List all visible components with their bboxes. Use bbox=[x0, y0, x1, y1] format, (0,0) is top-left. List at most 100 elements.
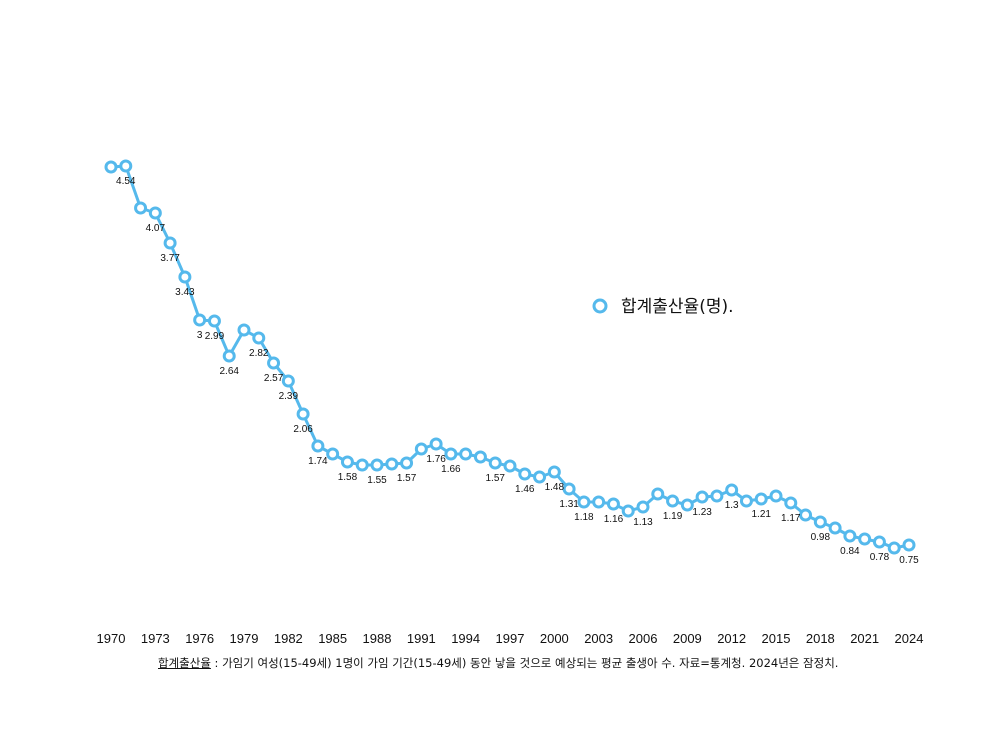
data-label-1976: 3 bbox=[197, 330, 203, 341]
data-label-2020: 0.84 bbox=[840, 546, 860, 557]
x-tick-label-2021: 2021 bbox=[850, 631, 879, 646]
data-point-2010 bbox=[695, 490, 709, 504]
x-tick-label-2018: 2018 bbox=[806, 631, 835, 646]
data-label-1986: 1.58 bbox=[338, 472, 358, 483]
data-label-1977: 2.99 bbox=[205, 331, 225, 342]
data-label-1996: 1.57 bbox=[485, 473, 505, 484]
data-point-1974 bbox=[163, 236, 177, 250]
data-point-1987 bbox=[355, 458, 369, 472]
data-label-1981: 2.57 bbox=[264, 373, 284, 384]
x-tick-label-2009: 2009 bbox=[673, 631, 702, 646]
data-label-1973: 4.07 bbox=[146, 223, 166, 234]
data-label-1975: 3.43 bbox=[175, 287, 195, 298]
data-point-2023 bbox=[887, 541, 901, 555]
data-label-2024: 0.75 bbox=[899, 555, 919, 566]
data-label-2016: 1.17 bbox=[781, 513, 801, 524]
data-point-2003 bbox=[592, 495, 606, 509]
data-labels: 4.54 4.07 3.77 3.43 3 2.99 2.64 2.82 2.57 2.39 2.0… bbox=[116, 176, 919, 566]
data-point-1970 bbox=[104, 160, 118, 174]
data-label-1978: 2.64 bbox=[219, 366, 239, 377]
x-tick-label-2003: 2003 bbox=[584, 631, 613, 646]
data-point-1975 bbox=[178, 270, 192, 284]
x-tick-label-1985: 1985 bbox=[318, 631, 347, 646]
data-label-2014: 1.21 bbox=[751, 509, 771, 520]
data-point-2009 bbox=[680, 498, 694, 512]
data-point-2022 bbox=[872, 535, 886, 549]
data-point-2014 bbox=[754, 492, 768, 506]
data-point-1991 bbox=[414, 442, 428, 456]
x-tick-label-1976: 1976 bbox=[185, 631, 214, 646]
data-point-2006 bbox=[636, 500, 650, 514]
data-point-1978 bbox=[222, 349, 236, 363]
data-point-1990 bbox=[400, 456, 414, 470]
data-label-2004: 1.16 bbox=[604, 514, 624, 525]
data-point-2017 bbox=[799, 508, 813, 522]
data-point-1980 bbox=[252, 331, 266, 345]
data-label-2022: 0.78 bbox=[870, 552, 890, 563]
data-label-2018: 0.98 bbox=[811, 532, 831, 543]
data-point-2002 bbox=[577, 495, 591, 509]
data-label-2006: 1.13 bbox=[633, 517, 653, 528]
data-label-1988: 1.55 bbox=[367, 475, 387, 486]
data-point-2024 bbox=[902, 538, 916, 552]
x-tick-label-1973: 1973 bbox=[141, 631, 170, 646]
x-tick-label-2015: 2015 bbox=[762, 631, 791, 646]
data-point-1992 bbox=[429, 437, 443, 451]
legend-label: 합계출산율(명). bbox=[621, 297, 734, 317]
data-label-2010: 1.23 bbox=[692, 507, 712, 518]
data-label-1990: 1.57 bbox=[397, 473, 417, 484]
data-point-1997 bbox=[503, 459, 517, 473]
x-tick-label-2012: 2012 bbox=[717, 631, 746, 646]
data-point-1976 bbox=[193, 313, 207, 327]
data-point-1996 bbox=[488, 456, 502, 470]
x-tick-label-1997: 1997 bbox=[496, 631, 525, 646]
data-point-1993 bbox=[444, 447, 458, 461]
data-point-1979 bbox=[237, 323, 251, 337]
data-label-1992: 1.76 bbox=[426, 454, 446, 465]
data-point-1981 bbox=[267, 356, 281, 370]
data-label-1983: 2.06 bbox=[293, 424, 313, 435]
data-label-2008: 1.19 bbox=[663, 511, 683, 522]
data-point-2015 bbox=[769, 489, 783, 503]
data-point-1973 bbox=[148, 206, 162, 220]
x-tick-label-2000: 2000 bbox=[540, 631, 569, 646]
legend-marker-icon bbox=[592, 298, 608, 314]
data-point-2021 bbox=[858, 532, 872, 546]
data-label-1982: 2.39 bbox=[279, 391, 299, 402]
data-point-1988 bbox=[370, 458, 384, 472]
data-point-1972 bbox=[134, 201, 148, 215]
data-point-1985 bbox=[326, 447, 340, 461]
x-tick-label-2024: 2024 bbox=[895, 631, 924, 646]
data-point-1977 bbox=[207, 314, 221, 328]
data-point-2016 bbox=[784, 496, 798, 510]
data-point-1984 bbox=[311, 439, 325, 453]
footnote-term: 합계출산율 bbox=[158, 656, 211, 670]
x-tick-label-1988: 1988 bbox=[363, 631, 392, 646]
data-point-2020 bbox=[843, 529, 857, 543]
data-point-1983 bbox=[296, 407, 310, 421]
data-point-1999 bbox=[533, 470, 547, 484]
data-label-1980: 2.82 bbox=[249, 348, 269, 359]
data-point-1971 bbox=[119, 159, 133, 173]
data-label-1984: 1.74 bbox=[308, 456, 328, 467]
data-point-2011 bbox=[710, 489, 724, 503]
data-point-1995 bbox=[473, 450, 487, 464]
data-point-2005 bbox=[621, 504, 635, 518]
x-tick-label-1991: 1991 bbox=[407, 631, 436, 646]
data-points bbox=[104, 159, 916, 555]
data-point-2001 bbox=[562, 482, 576, 496]
data-point-2013 bbox=[739, 494, 753, 508]
data-point-1998 bbox=[518, 467, 532, 481]
data-label-1993: 1.66 bbox=[441, 464, 461, 475]
data-point-2000 bbox=[547, 465, 561, 479]
data-point-2019 bbox=[828, 521, 842, 535]
data-point-2007 bbox=[651, 487, 665, 501]
data-point-1994 bbox=[459, 447, 473, 461]
data-label-1971: 4.54 bbox=[116, 176, 136, 187]
data-point-2004 bbox=[606, 497, 620, 511]
data-label-2002: 1.18 bbox=[574, 512, 594, 523]
data-label-2012: 1.3 bbox=[725, 500, 739, 511]
data-point-2008 bbox=[666, 494, 680, 508]
data-point-2012 bbox=[725, 483, 739, 497]
x-tick-label-1994: 1994 bbox=[451, 631, 480, 646]
